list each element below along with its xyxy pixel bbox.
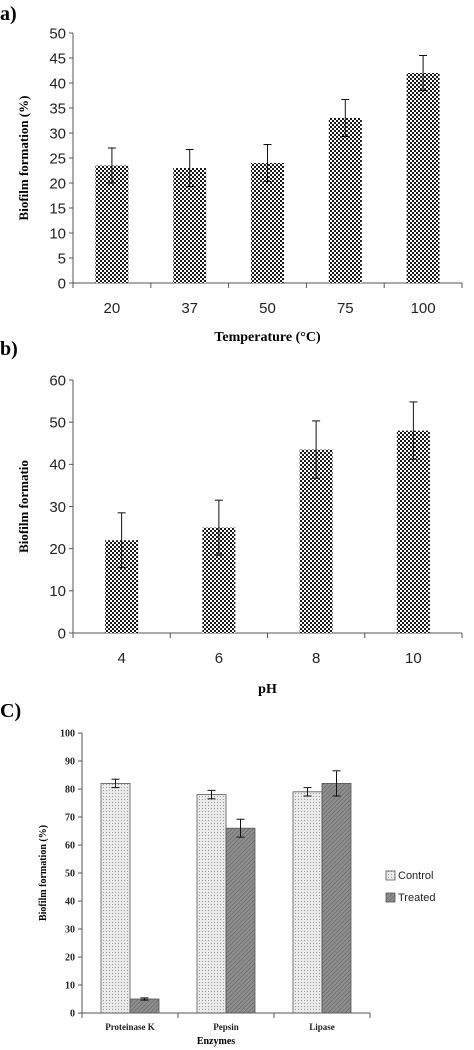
chart-panel-b: b) 0 10 20 30 40 50 60 4 6 8 10 pH Biofilm formatio — [0, 338, 463, 697]
x-tick-label: 4 — [117, 650, 125, 667]
x-axis-title: Enzymes — [197, 1036, 235, 1047]
y-tick-label: 70 — [65, 813, 75, 824]
bar — [251, 163, 284, 283]
legend-swatch-control — [385, 870, 396, 881]
bar — [299, 449, 333, 633]
bar-treated — [129, 998, 160, 1014]
bar-control — [100, 783, 131, 1014]
y-tick-label: 30 — [49, 125, 66, 142]
panel-label: C) — [0, 700, 21, 722]
y-tick-label: 40 — [65, 897, 75, 908]
bar — [95, 165, 129, 283]
x-tick-label: Lipase — [309, 1022, 335, 1032]
x-tick-label: 6 — [215, 650, 223, 667]
bar-control — [196, 794, 227, 1014]
y-tick-label: 45 — [49, 50, 66, 67]
y-tick-label: 0 — [58, 625, 66, 642]
bar — [396, 430, 430, 633]
bar — [406, 73, 440, 283]
y-axis-title: Biofilm formation (%) — [38, 825, 49, 921]
y-tick-label: 60 — [65, 841, 75, 852]
panel-label: b) — [0, 338, 18, 360]
y-tick-label: 5 — [58, 250, 66, 267]
chart-panel-a: a) 0 5 10 15 20 25 30 35 40 45 50 20 37 50 75 100 Tempera… — [0, 3, 463, 345]
legend-swatch-treated — [385, 892, 396, 903]
x-tick-label: 100 — [411, 300, 436, 317]
y-tick-label: 50 — [49, 25, 66, 42]
legend-label-control: Control — [398, 870, 433, 882]
y-tick-label: 20 — [49, 175, 66, 192]
x-tick-label: 37 — [181, 300, 198, 317]
y-tick-label: 0 — [70, 1009, 75, 1020]
y-tick-label: 35 — [49, 100, 66, 117]
y-tick-label: 60 — [49, 372, 66, 389]
y-tick-label: 15 — [49, 200, 66, 217]
y-tick-label: 10 — [49, 225, 66, 242]
y-tick-label: 0 — [58, 275, 66, 292]
panel-label: a) — [0, 3, 17, 25]
x-axis-title: Temperature (°C) — [214, 330, 321, 345]
y-tick-label: 10 — [49, 583, 66, 600]
y-tick-label: 10 — [65, 981, 75, 992]
y-tick-label: 20 — [49, 541, 66, 558]
y-tick-label: 30 — [65, 925, 75, 936]
y-tick-label: 100 — [60, 729, 75, 740]
y-tick-label: 50 — [65, 869, 75, 880]
x-tick-label: 10 — [405, 650, 422, 667]
y-axis-title: Biofilm formatio — [16, 460, 31, 553]
y-tick-label: 30 — [49, 499, 66, 516]
x-axis-title: pH — [258, 682, 277, 697]
y-tick-label: 20 — [65, 953, 75, 964]
y-tick-label: 40 — [49, 75, 66, 92]
bar — [328, 118, 362, 283]
bar-treated — [225, 827, 256, 1014]
x-tick-label: 20 — [104, 300, 121, 317]
bar-control — [292, 791, 323, 1014]
x-tick-label: Proteinase K — [105, 1022, 155, 1032]
bar-treated — [321, 783, 352, 1014]
x-tick-label: 8 — [312, 650, 320, 667]
legend-label-treated: Treated — [398, 892, 436, 904]
x-tick-label: Pepsin — [213, 1022, 239, 1032]
y-tick-label: 25 — [49, 150, 66, 167]
y-tick-label: 80 — [65, 785, 75, 796]
y-tick-label: 90 — [65, 757, 75, 768]
chart-panel-c: C) 0 10 20 30 40 50 60 70 80 90 100 Proteinase K Peps… — [0, 700, 436, 1047]
y-axis-title: Biofilm formation (%) — [16, 96, 31, 221]
x-tick-label: 75 — [337, 300, 354, 317]
bar — [173, 168, 207, 283]
x-tick-label: 50 — [259, 300, 276, 317]
y-tick-label: 40 — [49, 457, 66, 474]
y-tick-label: 50 — [49, 414, 66, 431]
